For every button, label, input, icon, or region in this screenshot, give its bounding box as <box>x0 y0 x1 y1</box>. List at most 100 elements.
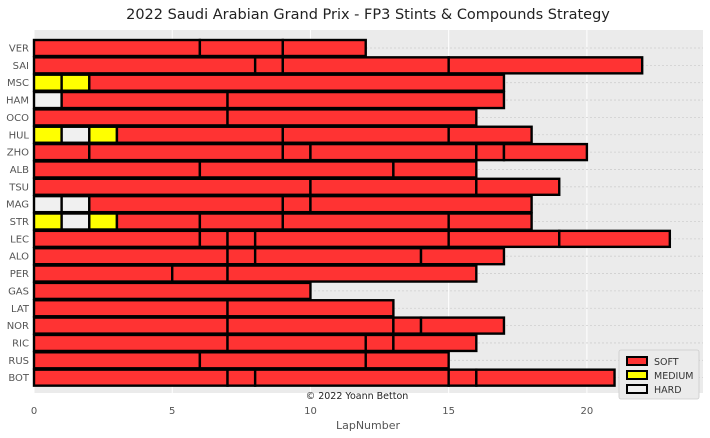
stint-bars <box>32 38 672 387</box>
stint-bar-gas <box>32 281 312 301</box>
stint-bar-lec <box>447 229 561 249</box>
stint-bar-nor <box>419 316 506 335</box>
driver-label: VER <box>9 44 29 55</box>
stint-bar-tsu <box>309 177 478 197</box>
stint-bar-per <box>226 264 478 283</box>
stint-bar-bot <box>226 368 257 387</box>
stint-bar-ham <box>226 90 506 110</box>
stint-bar-zho <box>502 142 589 162</box>
stint-bar-alb <box>198 160 395 179</box>
stint-bar-alo <box>226 246 257 266</box>
stint-bar-bot <box>253 368 450 387</box>
stint-bar-hul <box>115 125 285 144</box>
stint-bar-sai <box>281 56 450 75</box>
stint-bar-mag <box>60 194 91 214</box>
driver-label: GAS <box>8 286 29 297</box>
driver-label: OCO <box>6 113 29 124</box>
x-tick-label: 0 <box>31 406 37 417</box>
stint-bar-lec <box>558 229 672 249</box>
stint-bar-ham <box>60 90 229 110</box>
stint-bar-ric <box>392 333 478 353</box>
x-tick-label: 5 <box>169 406 175 417</box>
stint-bar-ham <box>32 90 63 110</box>
driver-label: RIC <box>12 338 29 349</box>
stint-bar-lec <box>253 229 450 249</box>
stint-bar-lec <box>226 229 257 249</box>
stint-bar-sai <box>253 56 285 75</box>
chart-title: 2022 Saudi Arabian Grand Prix - FP3 Stin… <box>126 7 610 23</box>
x-tick-label: 20 <box>581 406 594 417</box>
stint-bar-mag <box>309 194 533 214</box>
driver-label: ZHO <box>7 148 29 159</box>
stint-bar-bot <box>475 368 616 387</box>
driver-label: ALB <box>10 165 29 176</box>
driver-label: LEC <box>10 234 29 245</box>
stint-bar-bot <box>447 368 478 387</box>
stint-bar-str <box>60 212 91 231</box>
stint-bar-lec <box>198 229 229 249</box>
driver-label: STR <box>10 217 29 228</box>
stint-bar-msc <box>32 73 63 92</box>
stint-bar-alo <box>253 246 423 266</box>
stint-bar-zho <box>281 142 312 162</box>
stint-bar-mag <box>88 194 285 214</box>
credit-text: © 2022 Yoann Betton <box>306 391 409 402</box>
stint-bar-ric <box>32 333 229 353</box>
x-tick-label: 15 <box>442 406 455 417</box>
stint-bar-oco <box>32 108 229 127</box>
stint-bar-str <box>32 212 63 231</box>
stint-bar-nor <box>226 316 395 335</box>
stint-bar-str <box>115 212 202 231</box>
driver-labels: VER SAI MSC HAM OCO HUL ZHO ALB TSU MAG STR LEC ALO P… <box>6 44 30 385</box>
stint-bar-hul <box>88 125 119 144</box>
stint-bar-zho <box>88 142 285 162</box>
stint-bar-per <box>32 264 174 283</box>
stint-bar-per <box>171 264 229 283</box>
stint-bar-msc <box>88 73 506 92</box>
stint-bar-sai <box>32 56 257 75</box>
legend-swatch-medium <box>626 370 648 380</box>
driver-label: SAI <box>13 61 29 72</box>
stint-bar-mag <box>32 194 63 214</box>
stint-bar-str <box>88 212 119 231</box>
stint-bar-alb <box>392 160 478 179</box>
driver-label: MSC <box>7 78 29 89</box>
legend-swatch-hard <box>626 384 648 394</box>
driver-label: HAM <box>6 96 29 107</box>
stint-bar-zho <box>309 142 478 162</box>
driver-label: TSU <box>8 182 29 193</box>
stint-bar-zho <box>32 142 91 162</box>
driver-label: LAT <box>11 304 30 315</box>
driver-label: PER <box>10 269 29 280</box>
stint-bar-alo <box>419 246 506 266</box>
stint-bar-ric <box>226 333 367 353</box>
stint-bar-ver <box>198 38 285 58</box>
legend-label-medium: MEDIUM <box>654 371 693 382</box>
stint-bar-str <box>447 212 533 231</box>
stint-bar-bot <box>32 368 229 387</box>
stint-bar-str <box>281 212 450 231</box>
stint-bar-mag <box>281 194 312 214</box>
stint-bar-lec <box>32 229 202 249</box>
stint-bar-hul <box>60 125 91 144</box>
stint-bar-hul <box>281 125 450 144</box>
x-axis-label: LapNumber <box>336 419 401 432</box>
stint-bar-ver <box>281 38 367 58</box>
stint-bar-rus <box>198 351 367 370</box>
stint-bar-sai <box>447 56 644 75</box>
stint-bar-lat <box>226 299 395 318</box>
driver-label: BOT <box>8 373 30 384</box>
stint-bar-ric <box>364 333 395 353</box>
stint-bar-rus <box>364 351 450 370</box>
lap-tick-labels: 0 5 10 15 20 <box>31 406 593 417</box>
stint-bar-lat <box>32 299 229 318</box>
stint-bar-oco <box>226 108 478 127</box>
stint-bar-ver <box>32 38 202 58</box>
driver-label: RUS <box>8 356 29 367</box>
stint-bar-hul <box>32 125 63 144</box>
driver-label: HUL <box>9 130 30 141</box>
stint-bar-alb <box>32 160 202 179</box>
legend-swatch-soft <box>626 356 648 366</box>
driver-label: ALO <box>9 252 29 263</box>
